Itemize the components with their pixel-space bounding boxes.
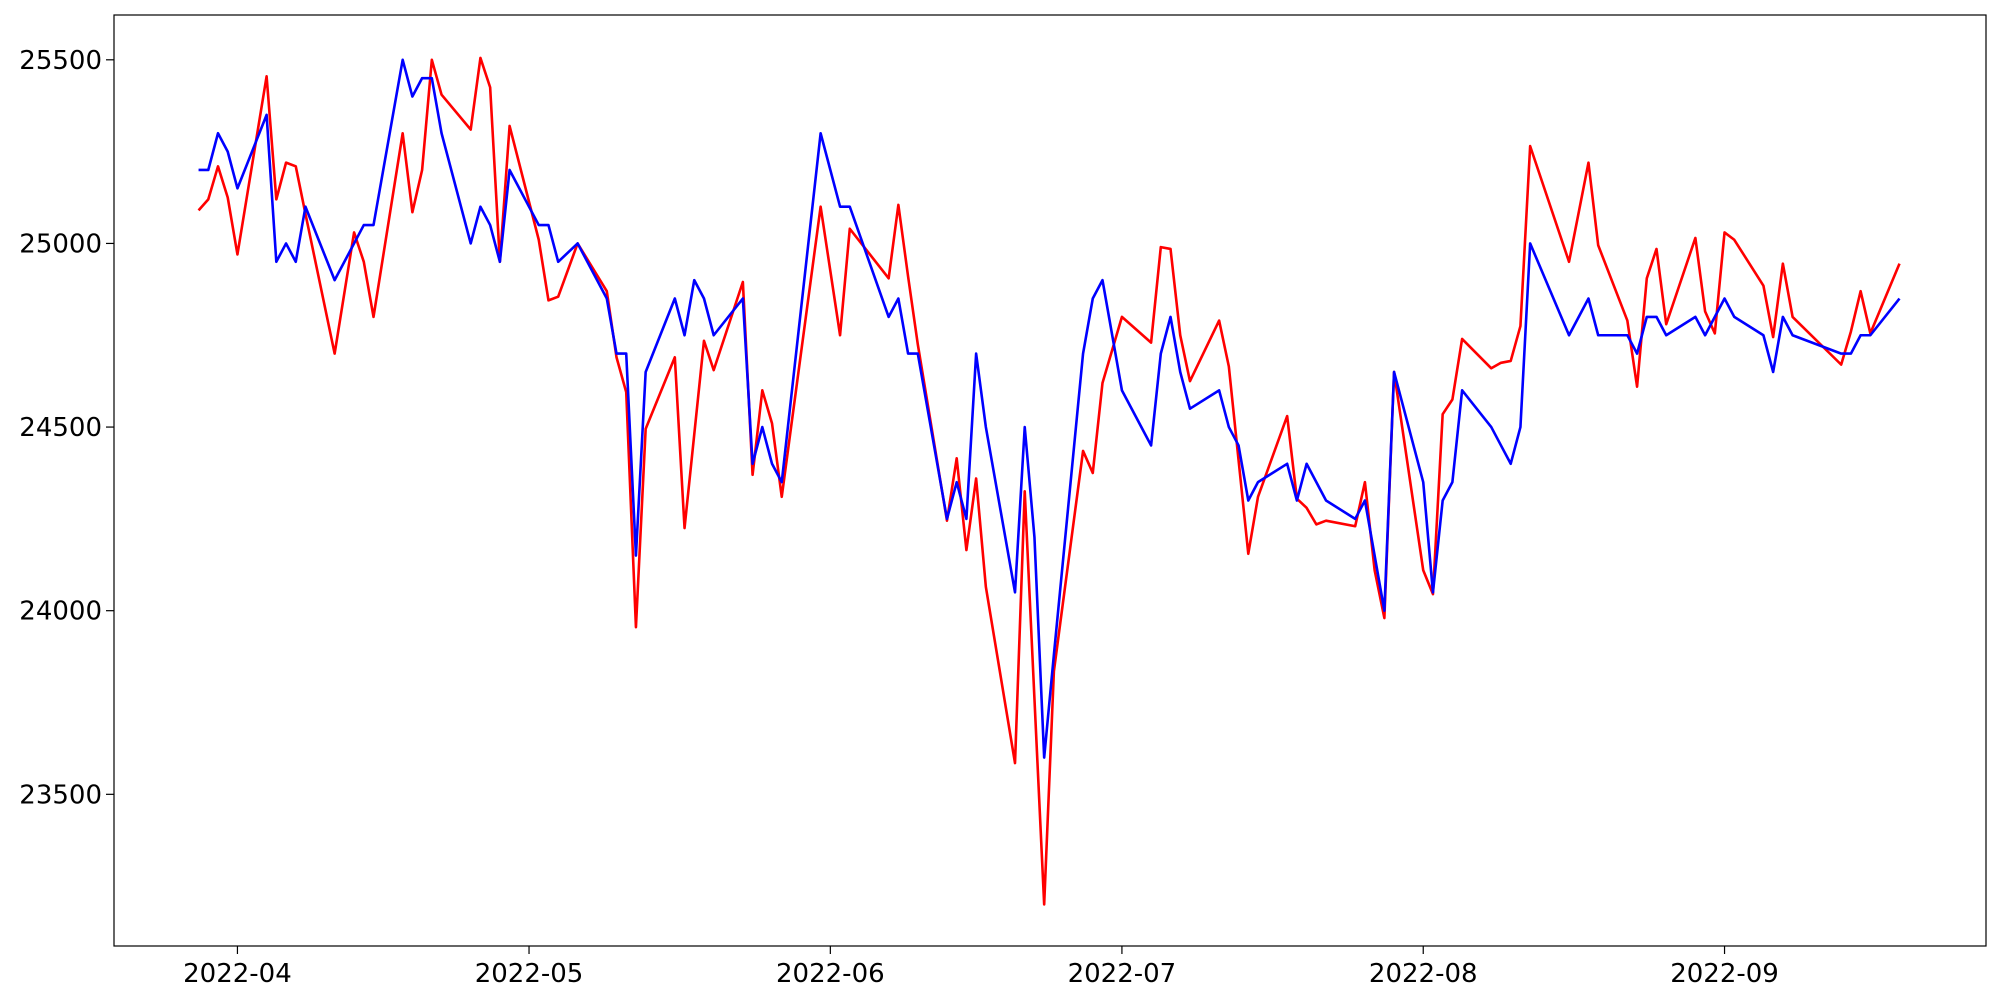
y-tick-label: 24000	[19, 597, 102, 627]
y-tick-label: 25000	[19, 229, 102, 259]
plot-frame	[113, 14, 1987, 947]
y-tick-label: 23500	[19, 780, 102, 810]
data-line	[198, 58, 1901, 759]
x-tick-label: 2022-04	[183, 959, 292, 989]
x-tick-label: 2022-06	[776, 959, 885, 989]
y-tick-label: 25500	[19, 46, 102, 76]
x-tick-label: 2022-08	[1369, 959, 1478, 989]
x-tick-label: 2022-05	[475, 959, 584, 989]
data-line	[197, 56, 1901, 906]
y-tick-label: 24500	[19, 413, 102, 443]
x-tick-label: 2022-07	[1068, 959, 1177, 989]
x-tick-label: 2022-09	[1670, 959, 1779, 989]
